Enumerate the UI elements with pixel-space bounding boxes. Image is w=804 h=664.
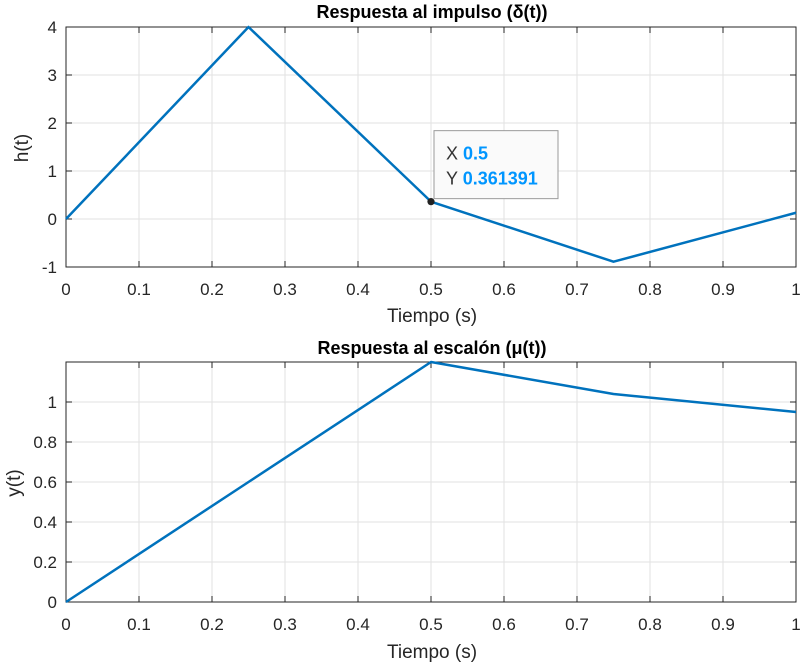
step-xtick-label: 0: [61, 615, 70, 634]
step-xlabel: Tiempo (s): [387, 642, 477, 663]
step-xtick-label: 0.2: [200, 615, 224, 634]
impulse-datatip-y-key: Y: [446, 169, 463, 189]
step-ytick-label: 0.4: [33, 513, 57, 532]
impulse-datatip[interactable]: X 0.5Y 0.361391: [427, 130, 559, 206]
impulse-response-axes: Respuesta al impulso (δ(t)) Tiempo (s) h…: [12, 2, 801, 327]
step-grid: [65, 361, 797, 603]
impulse-ytick-label: 0: [48, 210, 57, 229]
step-ytick-label: 0.2: [33, 553, 57, 572]
step-xtick-label: 0.9: [711, 615, 735, 634]
impulse-ylabel: h(t): [12, 134, 33, 163]
step-response-axes: Respuesta al escalón (μ(t)) Tiempo (s) y…: [4, 338, 801, 663]
impulse-ytick-label: 4: [48, 18, 57, 37]
impulse-xtick-label: 0.1: [127, 280, 151, 299]
impulse-datatip-marker[interactable]: [427, 198, 435, 206]
step-xtick-label: 0.1: [127, 615, 151, 634]
step-xtick-label: 0.4: [346, 615, 370, 634]
impulse-title: Respuesta al impulso (δ(t)): [317, 2, 548, 22]
impulse-ytick-label: 2: [48, 114, 57, 133]
impulse-xtick-label: 0.8: [638, 280, 662, 299]
impulse-datatip-x-row: X 0.5: [446, 144, 488, 164]
step-xtick-label: 0.3: [273, 615, 297, 634]
impulse-ytick-label: -1: [42, 258, 57, 277]
step-xtick-label: 0.8: [638, 615, 662, 634]
impulse-grid: [65, 26, 797, 268]
impulse-datatip-x-value: 0.5: [463, 144, 488, 164]
impulse-xtick-label: 0: [61, 280, 70, 299]
impulse-xtick-label: 0.6: [492, 280, 516, 299]
step-series[interactable]: [65, 360, 797, 604]
step-xtick-label: 0.7: [565, 615, 589, 634]
step-ytick-label: 0: [48, 593, 57, 612]
step-xtick-label: 0.6: [492, 615, 516, 634]
step-series-line-0[interactable]: [65, 360, 797, 604]
step-ylabel: y(t): [4, 469, 25, 496]
step-ytick-label: 0.8: [33, 433, 57, 452]
impulse-xtick-label: 0.9: [711, 280, 735, 299]
impulse-datatip-box: [433, 130, 559, 200]
impulse-datatip-y-row: Y 0.361391: [446, 169, 538, 189]
step-ytick-label: 1: [48, 393, 57, 412]
impulse-xtick-label: 0.4: [346, 280, 370, 299]
impulse-datatip-x-key: X: [446, 144, 463, 164]
impulse-xlabel: Tiempo (s): [387, 306, 477, 327]
step-ytick-label: 0.6: [33, 473, 57, 492]
step-tick-labels: 0 0.1 0.2 0.3 0.4 0.5 0.6 0.7 0.8 0.9 1 0 0.2 0.4 0.6 0…: [33, 393, 800, 634]
impulse-xtick-label: 0.3: [273, 280, 297, 299]
impulse-datatip-y-value: 0.361391: [463, 169, 538, 189]
impulse-xtick-label: 0.5: [419, 280, 443, 299]
impulse-xtick-label: 1: [791, 280, 800, 299]
impulse-xtick-label: 0.7: [565, 280, 589, 299]
step-xtick-label: 1: [791, 615, 800, 634]
step-xtick-label: 0.5: [419, 615, 443, 634]
impulse-ytick-label: 3: [48, 66, 57, 85]
impulse-ytick-label: 1: [48, 162, 57, 181]
step-title: Respuesta al escalón (μ(t)): [317, 338, 546, 358]
impulse-xtick-label: 0.2: [200, 280, 224, 299]
